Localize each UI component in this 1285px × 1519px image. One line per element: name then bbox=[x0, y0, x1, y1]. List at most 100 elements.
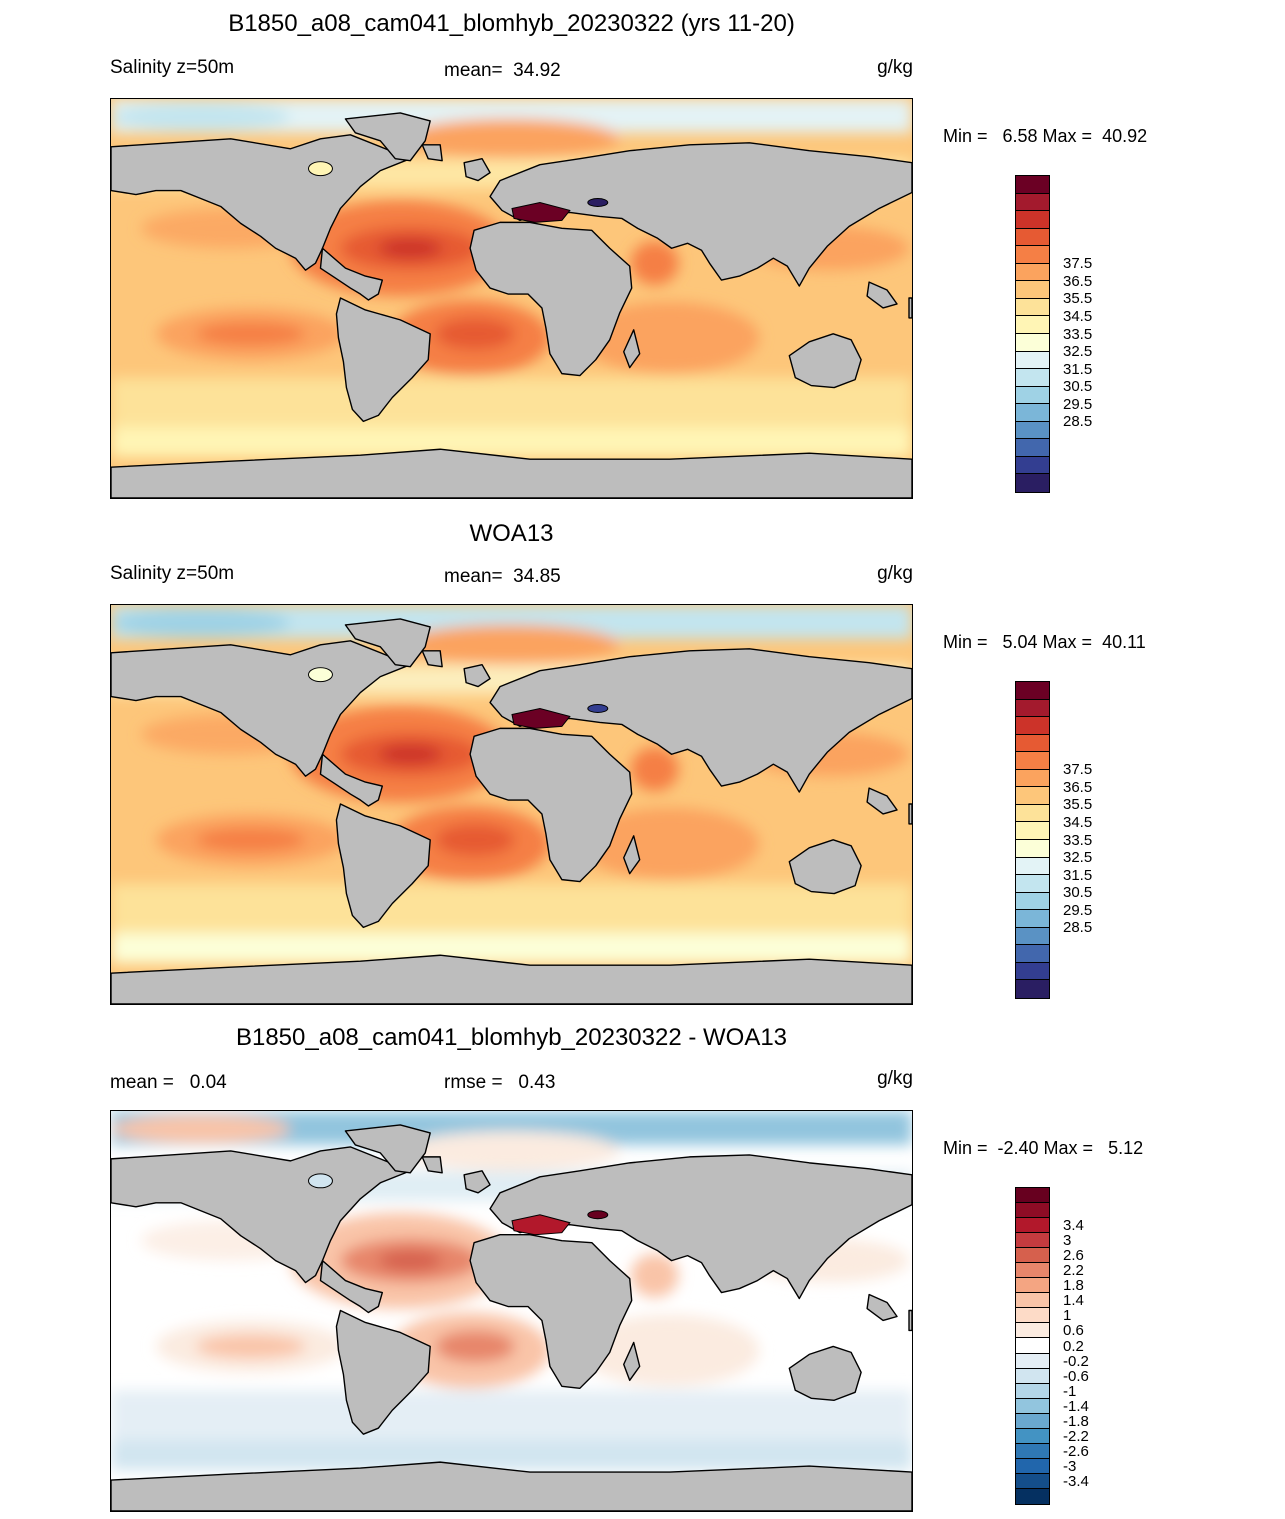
continent bbox=[788, 333, 862, 389]
colorbar-swatch bbox=[1016, 1338, 1049, 1354]
colorbar-swatch bbox=[1016, 980, 1049, 998]
antarctic-band bbox=[111, 427, 912, 458]
continent bbox=[463, 158, 491, 182]
colorbar-tick-label: 35.5 bbox=[1063, 290, 1093, 308]
antarctic-band bbox=[111, 933, 912, 964]
continent bbox=[489, 142, 912, 287]
colorbar-swatch bbox=[1016, 1263, 1049, 1279]
mediterranean-sea bbox=[511, 201, 571, 223]
colorbar-tick-label: -2.2 bbox=[1063, 1427, 1089, 1445]
antarctic-band bbox=[111, 1440, 912, 1471]
colorbar-swatch bbox=[1016, 176, 1049, 194]
variable-label: Salinity z=50m bbox=[110, 563, 235, 584]
colorbar-swatch bbox=[1016, 1413, 1049, 1429]
colorbar-swatch bbox=[1016, 1398, 1049, 1414]
south-atlantic-core bbox=[435, 1330, 515, 1363]
rmse-label: rmse = 0.43 bbox=[444, 1072, 556, 1093]
continent bbox=[788, 839, 862, 895]
continent bbox=[335, 297, 431, 423]
continent bbox=[111, 448, 912, 498]
continent bbox=[866, 787, 898, 815]
colorbar-tick-label: 1.4 bbox=[1063, 1292, 1084, 1310]
continent bbox=[623, 329, 641, 369]
colorbar-tick-label: 0.2 bbox=[1063, 1337, 1084, 1355]
colorbar-swatch bbox=[1016, 1383, 1049, 1399]
colorbar-tick-label: 37.5 bbox=[1063, 761, 1093, 779]
colorbar-tick-label: 33.5 bbox=[1063, 831, 1093, 849]
continent bbox=[469, 1233, 633, 1390]
continent bbox=[111, 954, 912, 1004]
colorbar-swatch bbox=[1016, 351, 1049, 370]
colorbar-swatch bbox=[1016, 1428, 1049, 1444]
continent bbox=[111, 1461, 912, 1511]
map-frame bbox=[110, 1110, 913, 1512]
colorbar-swatch bbox=[1016, 439, 1049, 457]
continent bbox=[908, 1309, 912, 1332]
colorbar-swatch bbox=[1016, 386, 1049, 405]
colorbar-tick-label: 37.5 bbox=[1063, 255, 1093, 273]
mediterranean-sea bbox=[511, 707, 571, 729]
continent bbox=[335, 1309, 431, 1435]
colorbar-swatch bbox=[1016, 1458, 1049, 1474]
mediterranean-sea bbox=[511, 1214, 571, 1236]
colorbar-swatch bbox=[1016, 769, 1049, 788]
colorbar-swatch bbox=[1016, 369, 1049, 387]
colorbar-swatch bbox=[1016, 1293, 1049, 1309]
colorbar-tick-label: -3.4 bbox=[1063, 1472, 1089, 1490]
black-sea bbox=[587, 1210, 609, 1220]
colorbar-tick-label: 29.5 bbox=[1063, 395, 1093, 413]
salinity-map bbox=[111, 605, 912, 1004]
colorbar-swatch bbox=[1016, 734, 1049, 753]
colorbar bbox=[1015, 681, 1050, 999]
colorbar-tick-label: 1 bbox=[1063, 1307, 1072, 1325]
colorbar-swatch bbox=[1016, 962, 1049, 981]
colorbar-tick-label: 35.5 bbox=[1063, 796, 1093, 814]
continent bbox=[489, 648, 912, 793]
min-max-label: Min = 5.04 Max = 40.11 bbox=[943, 632, 1146, 652]
continent bbox=[421, 1156, 443, 1174]
north-atlantic-peak bbox=[378, 1250, 443, 1271]
colorbar-swatch bbox=[1016, 246, 1049, 264]
colorbar-swatch bbox=[1016, 699, 1049, 718]
colorbar-swatch bbox=[1016, 1188, 1049, 1204]
colorbar-swatch bbox=[1016, 840, 1049, 858]
colorbar-tick-label: 0.6 bbox=[1063, 1322, 1084, 1340]
continent bbox=[866, 281, 898, 309]
colorbar-tick-label: 1.8 bbox=[1063, 1277, 1084, 1295]
arctic-fresh-zone bbox=[111, 1114, 291, 1143]
hudson-bay bbox=[308, 1173, 333, 1189]
map-frame bbox=[110, 604, 913, 1005]
colorbar-swatch bbox=[1016, 1353, 1049, 1369]
north-atlantic-peak bbox=[378, 744, 443, 765]
colorbar-swatch bbox=[1016, 1488, 1049, 1504]
colorbar-swatch bbox=[1016, 875, 1049, 893]
colorbar-tick-label: 34.5 bbox=[1063, 307, 1093, 325]
colorbar-swatch bbox=[1016, 456, 1049, 475]
continent bbox=[623, 1341, 641, 1382]
colorbar-swatch bbox=[1016, 298, 1049, 317]
colorbar-swatch bbox=[1016, 316, 1049, 334]
colorbar-tick-label: -3 bbox=[1063, 1457, 1077, 1475]
continent bbox=[421, 650, 443, 668]
colorbar-swatch bbox=[1016, 752, 1049, 770]
continent bbox=[469, 221, 633, 377]
colorbar-swatch bbox=[1016, 945, 1049, 963]
continent bbox=[788, 1345, 862, 1401]
nordic-seas bbox=[400, 118, 620, 159]
continent bbox=[111, 1146, 411, 1284]
colorbar bbox=[1015, 1187, 1050, 1505]
colorbar-swatch bbox=[1016, 334, 1049, 352]
colorbar-tick-label: -1.4 bbox=[1063, 1397, 1089, 1415]
colorbar-tick-label: 30.5 bbox=[1063, 884, 1093, 902]
colorbar-swatch bbox=[1016, 211, 1049, 229]
units-label: g/kg bbox=[877, 57, 913, 78]
arabian-sea bbox=[630, 241, 679, 286]
continent bbox=[866, 1293, 898, 1322]
colorbar-swatch bbox=[1016, 193, 1049, 212]
land-masses bbox=[111, 1124, 912, 1511]
colorbar-tick-label: 3.4 bbox=[1063, 1217, 1084, 1235]
mean-label: mean= 34.85 bbox=[444, 566, 561, 587]
salinity-map bbox=[111, 99, 912, 498]
colorbar-swatch bbox=[1016, 421, 1049, 440]
continent bbox=[344, 618, 431, 668]
